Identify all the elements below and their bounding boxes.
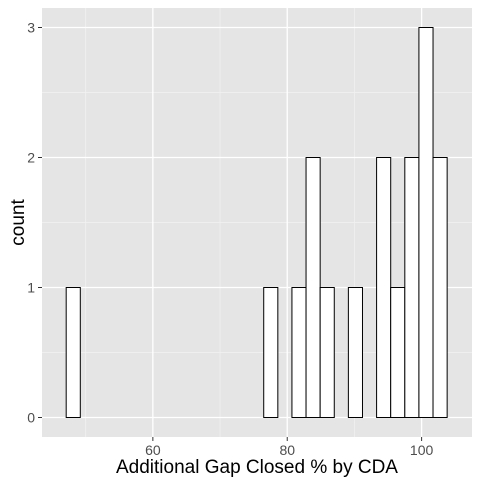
- x-tick-label: 60: [145, 442, 161, 458]
- histogram-bar-23: [390, 287, 406, 418]
- y-tick-label: 0: [27, 410, 35, 426]
- x-tick-label: 80: [279, 442, 295, 458]
- histogram-bar-22: [376, 157, 392, 418]
- histogram-bar-17: [305, 157, 321, 418]
- histogram-bar-26: [432, 157, 448, 418]
- histogram-bar-14: [263, 287, 279, 418]
- x-axis-title: Additional Gap Closed % by CDA: [116, 457, 398, 478]
- y-tick-label: 1: [27, 280, 35, 296]
- y-tick-label: 2: [27, 150, 35, 166]
- histogram-bar-24: [404, 157, 420, 418]
- histogram-bar-18: [319, 287, 335, 418]
- histogram-bar-20: [347, 287, 363, 418]
- histogram-bar-16: [291, 287, 307, 418]
- x-tick-label: 100: [410, 442, 434, 458]
- histogram-bar-0: [65, 287, 81, 418]
- histogram-bar-25: [418, 27, 434, 418]
- y-axis-title: count: [8, 199, 29, 246]
- y-tick-label: 3: [27, 20, 35, 36]
